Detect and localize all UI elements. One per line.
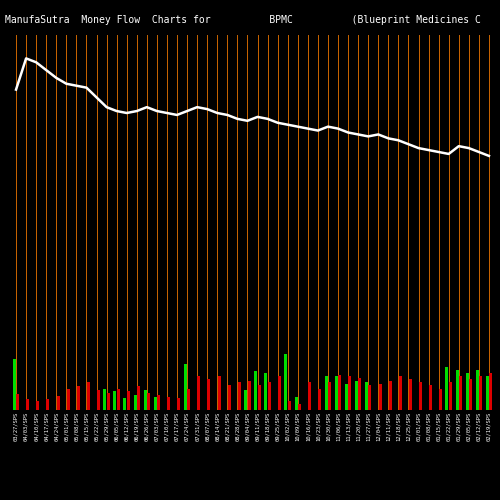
Bar xyxy=(298,404,301,410)
Bar xyxy=(439,388,442,410)
Bar xyxy=(144,390,146,410)
Bar xyxy=(178,398,180,410)
Bar xyxy=(278,376,281,410)
Bar xyxy=(358,378,362,410)
Bar xyxy=(456,370,458,410)
Bar xyxy=(466,374,468,410)
Bar xyxy=(154,396,156,410)
Bar xyxy=(124,398,126,410)
Bar xyxy=(46,398,50,410)
Bar xyxy=(147,393,150,410)
Bar xyxy=(479,376,482,410)
Bar xyxy=(56,396,59,410)
Bar xyxy=(419,382,422,410)
Bar xyxy=(167,396,170,410)
Bar xyxy=(258,385,261,410)
Bar xyxy=(127,392,130,410)
Bar xyxy=(335,376,338,410)
Bar xyxy=(244,390,247,410)
Bar xyxy=(345,384,348,410)
Bar xyxy=(469,379,472,410)
Bar xyxy=(489,374,492,410)
Bar xyxy=(284,354,288,410)
Bar xyxy=(86,382,90,410)
Bar xyxy=(338,374,342,410)
Bar xyxy=(408,379,412,410)
Bar xyxy=(66,388,70,410)
Bar xyxy=(107,393,110,410)
Bar xyxy=(355,381,358,410)
Bar xyxy=(248,381,250,410)
Bar xyxy=(388,381,392,410)
Bar xyxy=(429,385,432,410)
Bar xyxy=(114,392,116,410)
Bar xyxy=(288,401,291,410)
Bar xyxy=(117,388,120,410)
Bar xyxy=(476,370,478,410)
Bar xyxy=(449,382,452,410)
Bar xyxy=(459,376,462,410)
Bar xyxy=(348,376,352,410)
Bar xyxy=(104,388,106,410)
Bar xyxy=(157,395,160,410)
Bar xyxy=(318,388,321,410)
Bar xyxy=(134,395,136,410)
Bar xyxy=(198,376,200,410)
Bar xyxy=(324,376,328,410)
Bar xyxy=(398,376,402,410)
Bar xyxy=(188,388,190,410)
Bar xyxy=(184,364,187,410)
Bar xyxy=(76,386,80,410)
Bar xyxy=(254,370,258,410)
Bar xyxy=(486,376,488,410)
Bar xyxy=(268,382,271,410)
Bar xyxy=(294,396,298,410)
Bar xyxy=(16,394,20,410)
Bar xyxy=(365,382,368,410)
Bar xyxy=(378,384,382,410)
Bar xyxy=(97,390,100,410)
Bar xyxy=(218,376,220,410)
Bar xyxy=(328,382,331,410)
Bar xyxy=(208,379,210,410)
Bar xyxy=(26,398,30,410)
Bar xyxy=(228,385,230,410)
Bar xyxy=(238,382,240,410)
Bar xyxy=(264,374,268,410)
Bar xyxy=(446,367,448,410)
Text: ManufaSutra  Money Flow  Charts for          BPMC          (Blueprint Medicines : ManufaSutra Money Flow Charts for BPMC (… xyxy=(5,15,481,25)
Bar xyxy=(13,360,16,410)
Bar xyxy=(36,401,40,410)
Bar xyxy=(308,382,311,410)
Bar xyxy=(368,385,372,410)
Bar xyxy=(137,386,140,410)
